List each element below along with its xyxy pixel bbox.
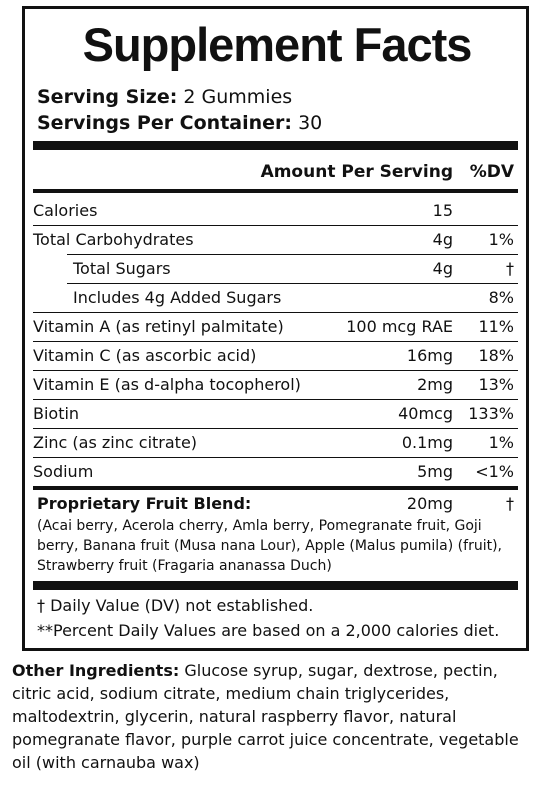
nutrient-name: Biotin bbox=[33, 404, 80, 423]
blend-ingredients: (Acai berry, Acerola cherry, Amla berry,… bbox=[37, 518, 502, 574]
blend-dv: † bbox=[506, 494, 514, 513]
thick-divider bbox=[33, 581, 518, 590]
nutrient-dv: 13% bbox=[478, 375, 514, 394]
row-divider bbox=[67, 283, 518, 284]
nutrient-dv: 1% bbox=[488, 230, 514, 249]
nutrient-dv: 8% bbox=[488, 288, 514, 307]
nutrient-dv: 11% bbox=[478, 317, 514, 336]
nutrient-name: Sodium bbox=[33, 462, 94, 481]
servings-per-container-value: 30 bbox=[298, 112, 323, 134]
servings-per-container: Servings Per Container: 30 bbox=[37, 111, 322, 135]
nutrient-amount: 100 mcg RAE bbox=[346, 317, 453, 336]
panel-title: Supplement Facts bbox=[82, 18, 473, 71]
header-dv: %DV bbox=[469, 162, 514, 182]
nutrient-name: Total Carbohydrates bbox=[33, 230, 194, 249]
nutrient-dv: 1% bbox=[488, 433, 514, 452]
nutrient-amount: 15 bbox=[432, 201, 453, 220]
thick-divider bbox=[33, 141, 518, 150]
serving-size: Serving Size: 2 Gummies bbox=[37, 85, 292, 109]
nutrient-dv: † bbox=[506, 259, 514, 278]
row-divider bbox=[33, 428, 518, 429]
serving-size-value: 2 Gummies bbox=[183, 86, 293, 108]
header-amount: Amount Per Serving bbox=[260, 162, 453, 182]
nutrient-name: Vitamin C (as ascorbic acid) bbox=[33, 346, 257, 365]
blend-divider bbox=[33, 486, 518, 490]
other-ingredients: Other Ingredients: Glucose syrup, sugar,… bbox=[12, 659, 527, 774]
other-ingredients-list: Glucose syrup, sugar, dextrose, pectin, … bbox=[12, 661, 519, 772]
nutrient-amount: 5mg bbox=[417, 462, 453, 481]
header-divider bbox=[33, 189, 518, 193]
row-divider bbox=[33, 225, 518, 226]
row-divider bbox=[67, 254, 518, 255]
nutrient-amount: 40mcg bbox=[398, 404, 453, 423]
nutrient-dv: 133% bbox=[468, 404, 514, 423]
nutrient-name: Includes 4g Added Sugars bbox=[73, 288, 282, 307]
nutrient-name: Calories bbox=[33, 201, 98, 220]
nutrient-name: Vitamin A (as retinyl palmitate) bbox=[33, 317, 284, 336]
supplement-facts-panel: Supplement Facts Serving Size: 2 Gummies… bbox=[22, 6, 529, 651]
nutrient-dv: <1% bbox=[475, 462, 514, 481]
blend-amount: 20mg bbox=[406, 494, 453, 513]
nutrient-dv: 18% bbox=[478, 346, 514, 365]
nutrient-amount: 4g bbox=[432, 230, 453, 249]
nutrient-name: Vitamin E (as d-alpha tocopherol) bbox=[33, 375, 301, 394]
nutrient-amount: 16mg bbox=[406, 346, 453, 365]
serving-size-label: Serving Size: bbox=[37, 86, 178, 108]
nutrient-amount: 0.1mg bbox=[401, 433, 453, 452]
other-ingredients-label: Other Ingredients: bbox=[12, 661, 180, 680]
row-divider bbox=[33, 370, 518, 371]
nutrient-name: Zinc (as zinc citrate) bbox=[33, 433, 198, 452]
nutrient-amount: 4g bbox=[432, 259, 453, 278]
row-divider bbox=[33, 399, 518, 400]
nutrient-name: Total Sugars bbox=[73, 259, 171, 278]
footnote-dv: † Daily Value (DV) not established. bbox=[37, 596, 314, 615]
blend-name: Proprietary Fruit Blend: bbox=[37, 494, 252, 513]
row-divider bbox=[33, 312, 518, 313]
footnote-percent: **Percent Daily Values are based on a 2,… bbox=[37, 621, 500, 640]
row-divider bbox=[33, 457, 518, 458]
nutrient-amount: 2mg bbox=[417, 375, 453, 394]
servings-per-container-label: Servings Per Container: bbox=[37, 112, 293, 134]
row-divider bbox=[33, 341, 518, 342]
